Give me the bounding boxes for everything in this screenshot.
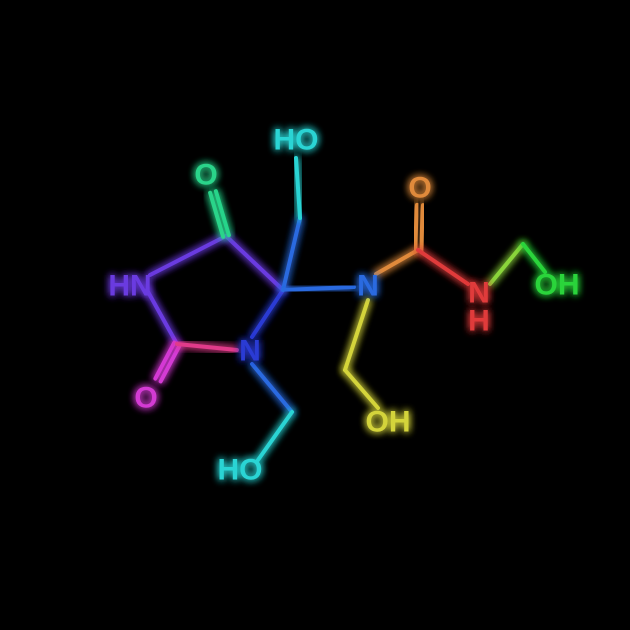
atoms-layer: HNOONHOHONOHONHOH [108, 124, 579, 487]
atom-O_urea: O [408, 172, 431, 205]
molecule-diagram: HNOONHOHONOHONHOH [0, 0, 630, 630]
atom-N_ring: N [239, 335, 261, 368]
atom-NH_right-1: H [468, 305, 490, 338]
curea-nh [418, 250, 468, 284]
atom-O_top: O [194, 159, 217, 192]
atom-O_botleft: O [134, 382, 157, 415]
c5-nchain [283, 287, 354, 290]
atom-N_chain: N [357, 270, 379, 303]
ch2-oh-top [296, 158, 300, 218]
ring-c5-ctop [226, 236, 283, 290]
ch2-oh-mid [345, 370, 378, 408]
curea-o-dbl-a [421, 205, 423, 250]
nchain-ch2-mid [345, 300, 368, 370]
ring-ctop-hn [150, 236, 226, 275]
ring-c-n [177, 344, 237, 350]
nh-ch2-r [490, 244, 523, 284]
atom-HO_botL: HO [218, 454, 263, 487]
atom-OH_right: OH [535, 269, 580, 302]
atom-OH_mid: OH [366, 406, 411, 439]
ring-n-c5 [252, 290, 283, 337]
nchain-curea [376, 250, 418, 274]
c5-ch2-top [283, 218, 300, 290]
atom-HN_left: HN [108, 270, 151, 303]
curea-o-dbl-b [415, 205, 417, 250]
atom-HO_top: HO [274, 124, 319, 157]
ch2-oh-botL [258, 412, 292, 460]
nring-ch2-botL [252, 364, 292, 412]
